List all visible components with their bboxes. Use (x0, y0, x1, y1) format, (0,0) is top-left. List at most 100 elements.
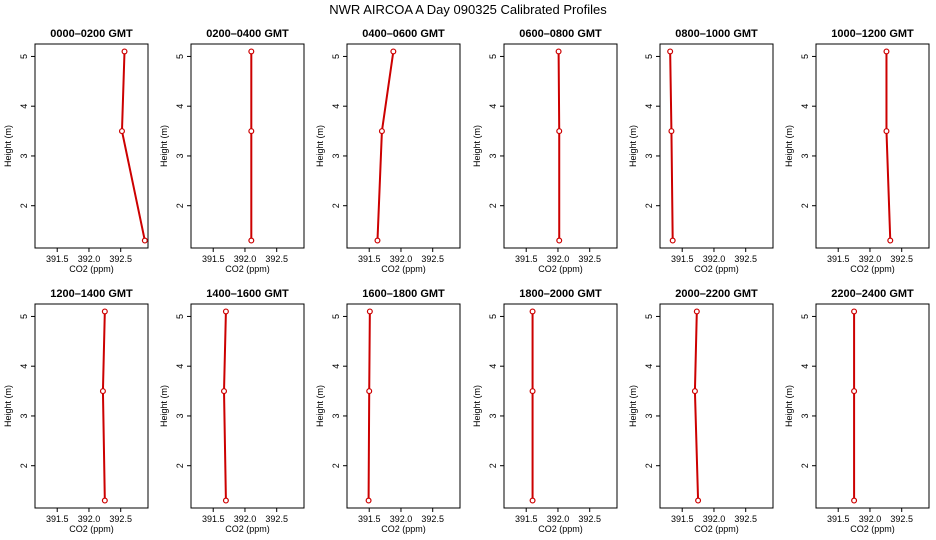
y-axis-label: Height (m) (315, 385, 325, 427)
y-tick-label: 5 (175, 54, 185, 59)
x-tick-label: 391.5 (515, 514, 538, 524)
y-axis-label: Height (m) (784, 125, 794, 167)
profile-point (222, 308, 229, 315)
y-tick-label: 4 (19, 104, 29, 109)
profile-point (222, 497, 229, 504)
y-tick-label: 5 (331, 314, 341, 319)
profile-point (99, 388, 106, 395)
x-tick-label: 391.5 (827, 254, 850, 264)
x-axis-label: CO2 (ppm) (538, 524, 583, 534)
panel-title: 0800–1000 GMT (675, 28, 758, 40)
y-tick-label: 4 (488, 104, 498, 109)
plot-frame (815, 303, 930, 509)
y-tick-label: 5 (175, 314, 185, 319)
y-tick-label: 5 (800, 54, 810, 59)
x-tick-label: 391.5 (671, 514, 694, 524)
y-tick-label: 4 (19, 364, 29, 369)
y-tick-label: 4 (488, 364, 498, 369)
profile-point (691, 388, 698, 395)
plot-frame (34, 303, 149, 509)
main-title: NWR AIRCOA A Day 090325 Calibrated Profi… (329, 2, 607, 17)
profile-point (693, 308, 700, 315)
y-tick-label: 4 (175, 364, 185, 369)
y-tick-label: 3 (19, 153, 29, 158)
panel-title: 1400–1600 GMT (206, 288, 289, 300)
profile-panel-8: 1400–1600 GMT 391.5 392.0 392.5 2 3 4 5 CO2 (ppm… (159, 288, 305, 534)
plot-frame (503, 303, 618, 509)
profile-point (883, 128, 890, 135)
x-tick-label: 392.5 (265, 514, 288, 524)
profile-panel-10: 1800–2000 GMT 391.5 392.0 392.5 2 3 4 5 CO2 (ppm… (472, 288, 618, 534)
y-tick-label: 5 (488, 314, 498, 319)
y-tick-label: 4 (644, 364, 654, 369)
y-tick-label: 2 (175, 203, 185, 208)
profile-panel-6: 1000–1200 GMT 391.5 392.0 392.5 2 3 4 5 CO2 (ppm… (784, 28, 930, 274)
x-tick-label: 392.0 (859, 514, 882, 524)
profile-point (667, 48, 674, 55)
y-axis-label: Height (m) (315, 125, 325, 167)
x-axis-label: CO2 (ppm) (69, 264, 114, 274)
profile-panel-2: 0200–0400 GMT 391.5 392.0 392.5 2 3 4 5 CO2 (ppm… (159, 28, 305, 274)
profile-point (101, 497, 108, 504)
profile-point (851, 497, 858, 504)
profile-line (367, 311, 371, 501)
profile-line (669, 51, 674, 241)
profile-panel-9: 1600–1800 GMT 391.5 392.0 392.5 2 3 4 5 CO2 (ppm… (315, 288, 461, 534)
x-tick-label: 392.0 (859, 254, 882, 264)
profile-line (223, 311, 227, 501)
plot-frame (190, 303, 305, 509)
plot-frame (34, 43, 149, 249)
x-tick-label: 392.0 (78, 254, 101, 264)
plot-frame (346, 43, 461, 249)
x-tick-label: 392.0 (547, 254, 570, 264)
y-tick-label: 3 (19, 413, 29, 418)
x-tick-label: 391.5 (46, 514, 69, 524)
y-tick-label: 2 (488, 203, 498, 208)
x-tick-label: 391.5 (46, 254, 69, 264)
x-tick-label: 391.5 (827, 514, 850, 524)
x-axis-label: CO2 (ppm) (381, 524, 426, 534)
profile-line (120, 51, 146, 241)
x-tick-label: 391.5 (671, 254, 694, 264)
y-tick-label: 2 (331, 203, 341, 208)
y-tick-label: 4 (331, 104, 341, 109)
x-tick-label: 392.5 (421, 514, 444, 524)
x-tick-label: 392.5 (109, 514, 132, 524)
y-tick-label: 5 (331, 54, 341, 59)
plot-frame (659, 303, 774, 509)
y-tick-label: 2 (488, 463, 498, 468)
y-tick-label: 5 (19, 54, 29, 59)
profile-point (121, 48, 128, 55)
y-axis-label: Height (m) (3, 385, 13, 427)
y-axis-label: Height (m) (472, 385, 482, 427)
plot-frame (503, 43, 618, 249)
profile-point (851, 308, 858, 315)
x-axis-label: CO2 (ppm) (538, 264, 583, 274)
profile-point (374, 237, 381, 244)
profile-point (555, 48, 562, 55)
profile-point (366, 388, 373, 395)
y-tick-label: 4 (644, 104, 654, 109)
x-tick-label: 392.5 (265, 254, 288, 264)
y-tick-label: 2 (19, 203, 29, 208)
y-tick-label: 3 (175, 153, 185, 158)
profile-point (529, 308, 536, 315)
profile-point (669, 237, 676, 244)
x-tick-label: 392.0 (234, 254, 257, 264)
profile-point (883, 48, 890, 55)
profile-point (556, 237, 563, 244)
x-axis-label: CO2 (ppm) (225, 524, 270, 534)
y-axis-label: Height (m) (472, 125, 482, 167)
profile-point (668, 128, 675, 135)
x-tick-label: 391.5 (358, 254, 381, 264)
y-tick-label: 2 (800, 463, 810, 468)
plot-frame (190, 43, 305, 249)
x-tick-label: 391.5 (358, 514, 381, 524)
y-tick-label: 2 (644, 203, 654, 208)
x-tick-label: 392.5 (734, 514, 757, 524)
profile-point (695, 497, 702, 504)
x-tick-label: 392.5 (890, 514, 913, 524)
x-tick-label: 392.0 (547, 514, 570, 524)
x-tick-label: 392.5 (734, 254, 757, 264)
